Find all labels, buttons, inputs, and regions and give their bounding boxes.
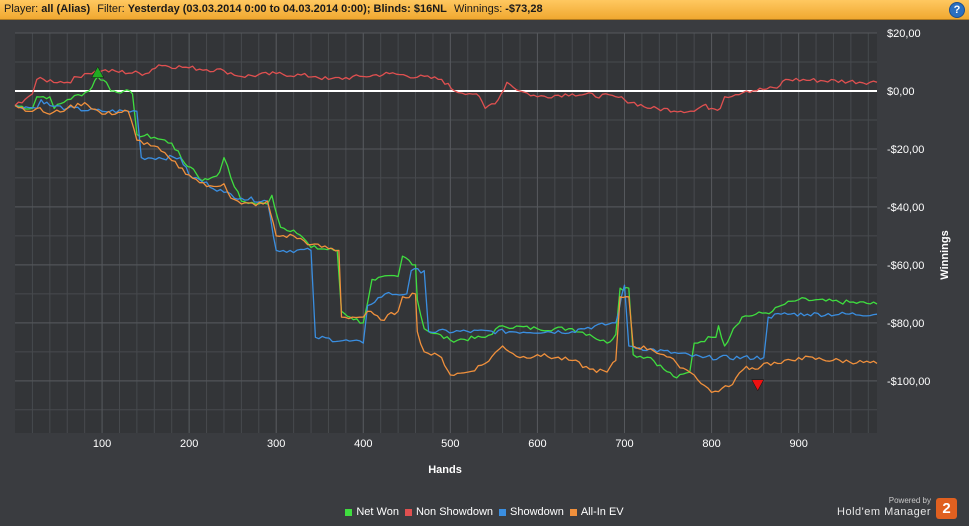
x-tick-label: 400 <box>354 438 372 450</box>
chart-markers <box>91 66 765 392</box>
x-axis-title: Hands <box>428 464 462 476</box>
brand-logo: Powered by Hold'em Manager 2 <box>827 496 957 522</box>
chart-series <box>14 64 878 394</box>
legend-swatch <box>345 508 353 516</box>
min-marker <box>751 379 765 392</box>
legend-item[interactable]: Net Won <box>345 506 399 518</box>
x-tick-label: 800 <box>702 438 720 450</box>
x-tick-label: 100 <box>93 438 111 450</box>
legend-swatch <box>499 508 507 516</box>
series-line-net-won <box>14 75 878 379</box>
legend-label: Non Showdown <box>415 506 494 518</box>
winnings-label: Winnings: <box>453 3 503 15</box>
legend-swatch <box>569 508 577 516</box>
plot-area <box>15 33 877 433</box>
legend-label: All-In EV <box>580 506 624 518</box>
max-marker <box>91 66 105 78</box>
powered-by-text: Powered by <box>888 496 931 505</box>
winnings-chart: 100 200 300 400 500 600 700 800 900 $20,00 $0,00 -$… <box>14 28 951 476</box>
player-label: Player: <box>4 3 39 15</box>
legend-label: Net Won <box>356 506 399 518</box>
y-axis-title: Winnings <box>939 230 951 279</box>
x-tick-label: 900 <box>789 438 807 450</box>
y-tick-label: -$20,00 <box>887 144 924 156</box>
chart-legend: Net Won Non Showdown Showdown All-In EV <box>0 506 969 518</box>
series-line-showdown <box>14 99 878 361</box>
y-tick-label: -$80,00 <box>887 318 924 330</box>
y-tick-label: -$100,00 <box>887 376 930 388</box>
winnings-value: -$73,28 <box>505 3 543 15</box>
player-value: all (Alias) <box>41 3 91 15</box>
legend-item[interactable]: Showdown <box>499 506 564 518</box>
series-line-non-showdown <box>14 64 878 114</box>
header-bar: Player: all (Alias) Filter: Yesterday (03.… <box>0 0 969 20</box>
filter-value: Yesterday (03.03.2014 0:00 to 04.03.2014… <box>127 3 447 15</box>
series-line-all-in-ev <box>14 101 878 394</box>
legend-swatch <box>404 508 412 516</box>
chart-grid <box>15 32 877 433</box>
x-tick-label: 300 <box>267 438 285 450</box>
question-icon[interactable]: ? <box>949 2 965 18</box>
x-tick-label: 200 <box>180 438 198 450</box>
legend-item[interactable]: Non Showdown <box>404 506 494 518</box>
x-tick-label: 500 <box>441 438 459 450</box>
legend-item[interactable]: All-In EV <box>569 506 624 518</box>
y-tick-label: $20,00 <box>887 28 921 40</box>
x-tick-label: 700 <box>615 438 633 450</box>
y-tick-label: $0,00 <box>887 86 915 98</box>
y-tick-label: -$60,00 <box>887 260 924 272</box>
y-tick-label: -$40,00 <box>887 202 924 214</box>
brand-name: Hold'em Manager <box>837 506 931 518</box>
legend-label: Showdown <box>510 506 564 518</box>
brand-badge: 2 <box>936 498 957 519</box>
x-tick-label: 600 <box>528 438 546 450</box>
filter-label: Filter: <box>97 3 125 15</box>
chart-axes: 100 200 300 400 500 600 700 800 900 $20,00 $0,00 -$… <box>93 28 931 450</box>
